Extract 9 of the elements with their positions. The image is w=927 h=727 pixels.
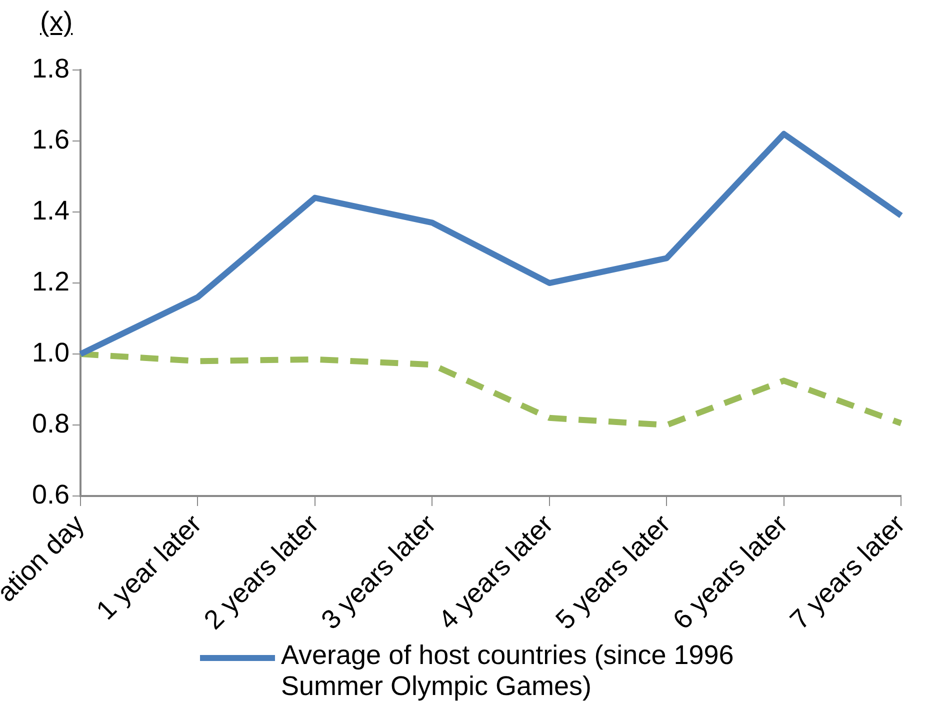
y-tick-label: 1.0 [32, 337, 70, 368]
legend-label: Average of host countries (since 1996 Summer Olympic Games) [281, 640, 735, 702]
y-tick-label: 0.6 [32, 479, 70, 510]
y-tick-label: 1.6 [32, 124, 70, 154]
y-tick-label: 1.4 [32, 195, 70, 226]
y-tick-label: 1.2 [32, 266, 70, 296]
y-axis-title: (x) [40, 6, 73, 38]
y-tick-label: 1.8 [32, 53, 70, 84]
y-tick-label: 0.8 [32, 408, 70, 438]
